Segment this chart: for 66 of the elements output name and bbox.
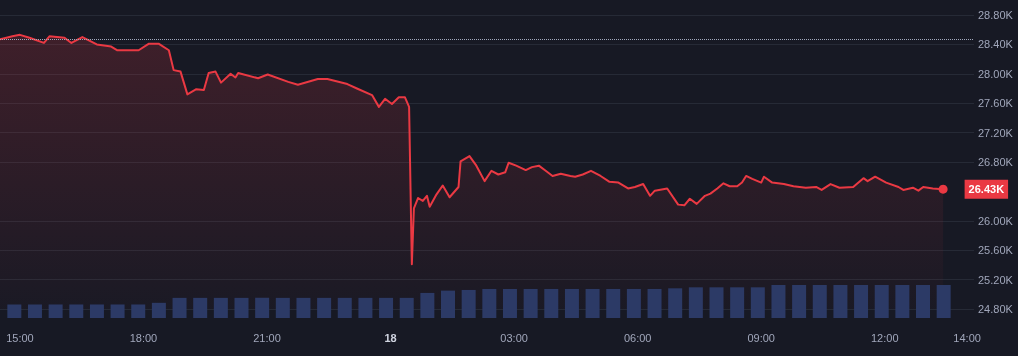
annotation: 26.43K	[968, 183, 1005, 196]
y-tick-label: 25.20K	[978, 273, 1014, 286]
bar	[647, 288, 662, 318]
bar	[523, 288, 538, 318]
x-tick-label: 03:00	[500, 331, 528, 344]
bar	[895, 285, 910, 318]
y-tick-label: 26.00K	[978, 214, 1014, 227]
x-tick-label: 21:00	[253, 331, 281, 344]
bar	[916, 285, 931, 318]
x-tick-label: 14:00	[953, 331, 981, 344]
x-tick-label: 09:00	[747, 331, 775, 344]
y-tick-label: 28.00K	[978, 67, 1014, 80]
x-tick-label: 12:00	[871, 331, 899, 344]
bar	[420, 292, 435, 318]
bar	[151, 302, 166, 318]
bar	[399, 297, 414, 318]
bar	[750, 287, 765, 318]
y-tick-label: 27.60K	[978, 97, 1014, 110]
bar	[544, 288, 559, 318]
bar	[792, 285, 807, 318]
bar	[27, 304, 42, 318]
y-tick-label: 24.80K	[978, 303, 1014, 315]
bar	[296, 297, 311, 318]
x-tick-label: 15:00	[6, 331, 34, 344]
bar	[812, 285, 827, 318]
bar	[193, 297, 208, 318]
bar	[89, 304, 104, 318]
bar	[317, 297, 332, 318]
bar	[833, 285, 848, 318]
bar	[936, 285, 951, 318]
bar	[606, 288, 621, 318]
bar	[358, 297, 373, 318]
bar	[564, 288, 579, 318]
y-tick-label: 28.40K	[978, 38, 1014, 51]
bar	[874, 285, 889, 318]
bar	[69, 304, 84, 318]
bar	[7, 304, 22, 318]
bar	[275, 297, 290, 318]
x-tick-label: 06:00	[623, 331, 652, 344]
y-tick-label: 28.80K	[978, 9, 1014, 21]
bar	[688, 287, 703, 318]
bar	[626, 288, 641, 318]
bar	[709, 287, 724, 318]
bar	[502, 288, 517, 318]
y-tick-label: 25.60K	[978, 244, 1014, 257]
x-tick-label: 18	[384, 331, 397, 344]
bar	[48, 304, 63, 318]
bar	[730, 287, 745, 318]
bar	[441, 290, 456, 318]
x-tick-label: 18:00	[129, 331, 158, 344]
bar	[482, 288, 497, 318]
bar	[337, 297, 352, 318]
bar	[110, 304, 125, 318]
bar	[234, 297, 249, 318]
bar	[854, 285, 869, 318]
bar	[172, 297, 187, 318]
bar	[668, 288, 683, 318]
bar	[255, 297, 270, 318]
bar	[461, 289, 476, 318]
bar	[131, 304, 146, 318]
bar	[585, 288, 600, 318]
y-tick-label: 26.80K	[978, 156, 1014, 168]
bar	[213, 297, 228, 318]
bar	[379, 297, 394, 318]
bar	[771, 285, 786, 318]
y-tick-label: 27.20K	[978, 126, 1014, 139]
